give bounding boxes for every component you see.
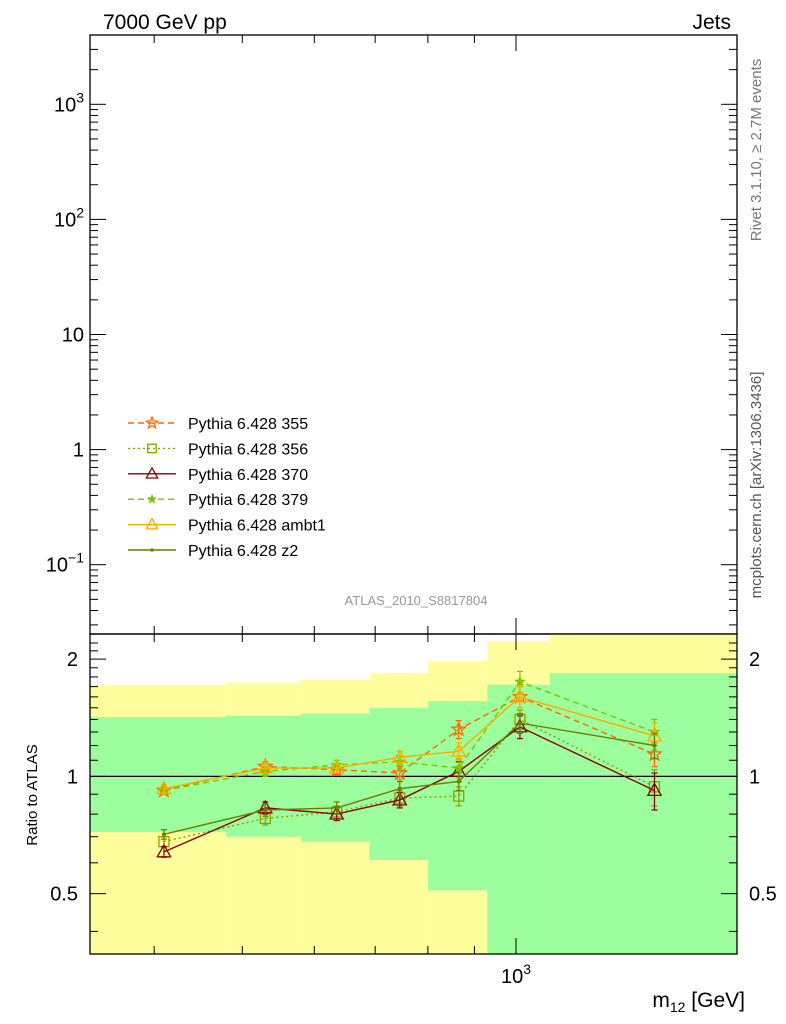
y-tick-label: 102 bbox=[54, 204, 84, 231]
y-tick-label: 1 bbox=[73, 440, 84, 462]
legend: Pythia 6.428 355 Pythia 6.428 356 Pythia 6… bbox=[128, 415, 326, 560]
y-tick-label: 103 bbox=[54, 89, 84, 116]
data-point bbox=[161, 832, 166, 837]
ratio-y-tick-label-right: 0.5 bbox=[749, 884, 777, 906]
data-point bbox=[397, 786, 402, 791]
x-axis-label: m12 [GeV] bbox=[652, 989, 745, 1015]
data-point bbox=[328, 759, 345, 774]
data-point bbox=[450, 720, 468, 737]
legend-label: Pythia 6.428 379 bbox=[188, 492, 308, 509]
y-tick-label: 10−1 bbox=[46, 550, 84, 577]
legend-label: Pythia 6.428 370 bbox=[188, 467, 308, 484]
analysis-label: ATLAS_2010_S8817804 bbox=[345, 593, 488, 608]
ratio-y-tick-label-left: 1 bbox=[67, 766, 78, 788]
data-point bbox=[652, 743, 657, 748]
tick-base: 10 bbox=[501, 966, 523, 988]
data-point bbox=[512, 688, 528, 703]
ratio-y-tick-label-left: 0.5 bbox=[50, 884, 78, 906]
tick-base: 10 bbox=[54, 94, 76, 116]
data-point bbox=[156, 780, 172, 795]
legend-marker bbox=[145, 517, 159, 530]
series-z2 bbox=[160, 712, 658, 840]
mcplots-info: mcplots.cern.ch [arXiv:1306.3436] bbox=[748, 372, 765, 599]
data-point bbox=[456, 779, 461, 784]
legend-marker bbox=[145, 466, 159, 479]
data-point bbox=[514, 675, 526, 687]
ratio-y-tick-label-right: 1 bbox=[749, 766, 760, 788]
data-point bbox=[517, 721, 522, 726]
ratio-series bbox=[155, 670, 663, 858]
series-ambt1 bbox=[156, 686, 663, 795]
legend-marker bbox=[150, 548, 154, 552]
data-point bbox=[263, 807, 268, 812]
legend-label: Pythia 6.428 z2 bbox=[188, 543, 298, 560]
ratio-y-tick-label-right: 2 bbox=[749, 649, 760, 671]
data-point bbox=[453, 790, 465, 802]
data-point bbox=[391, 764, 409, 781]
legend-marker bbox=[147, 443, 157, 454]
tick-exponent: 2 bbox=[76, 204, 84, 220]
ratio-y-tick-label-left: 2 bbox=[67, 649, 78, 671]
legend-label: Pythia 6.428 355 bbox=[188, 416, 308, 433]
data-point bbox=[450, 742, 467, 757]
x-tick-label: 103 bbox=[501, 961, 531, 988]
band-inner bbox=[300, 713, 370, 842]
data-point bbox=[156, 843, 172, 858]
data-point bbox=[452, 762, 465, 774]
header-left: 7000 GeV pp bbox=[103, 11, 227, 34]
tick-base: 10 bbox=[54, 209, 76, 231]
legend-label: Pythia 6.428 ambt1 bbox=[188, 518, 326, 535]
ratio-y-axis-label: Ratio to ATLAS bbox=[24, 744, 41, 845]
band-inner bbox=[90, 717, 227, 832]
band-inner bbox=[369, 707, 428, 861]
data-point bbox=[257, 759, 274, 774]
data-point bbox=[646, 782, 663, 797]
data-point bbox=[328, 805, 345, 820]
axis-ticks bbox=[90, 34, 737, 954]
header-right: Jets bbox=[692, 11, 731, 34]
ratio-uncertainty-bands bbox=[90, 634, 737, 954]
data-point bbox=[334, 805, 339, 810]
legend-marker bbox=[147, 493, 157, 504]
legend-label: Pythia 6.428 356 bbox=[188, 441, 308, 458]
rivet-info: Rivet 3.1.10, ≥ 2.7M events bbox=[748, 59, 765, 242]
data-point bbox=[392, 748, 408, 763]
y-tick-label: 10 bbox=[62, 325, 84, 347]
tick-exponent: 3 bbox=[76, 89, 84, 105]
band-inner bbox=[550, 673, 737, 954]
tick-exponent: 3 bbox=[523, 961, 531, 977]
tick-base: 10 bbox=[46, 555, 68, 577]
data-point bbox=[392, 791, 408, 806]
tick-exponent: −1 bbox=[68, 550, 84, 566]
legend-marker bbox=[144, 415, 160, 430]
